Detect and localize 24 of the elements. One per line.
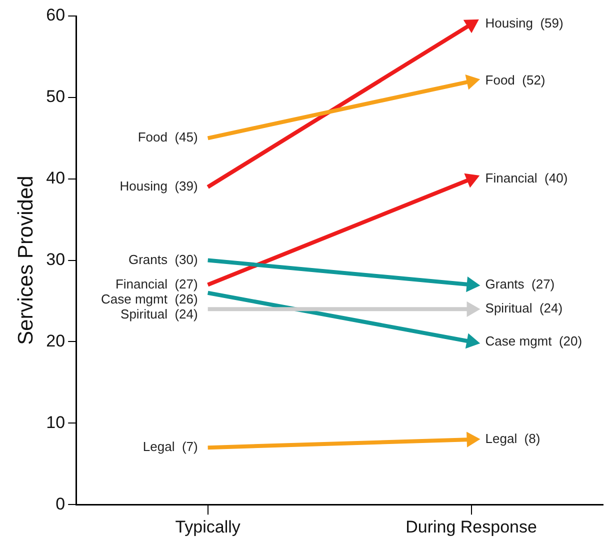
text: Financial (27) — [115, 276, 198, 292]
y-tick-label: 60 — [46, 6, 66, 25]
y-tick-label: 30 — [46, 250, 66, 269]
x-tick-label: During Response — [406, 517, 537, 536]
text: Legal (8) — [485, 431, 540, 446]
y-tick-label: 10 — [46, 412, 66, 432]
text: Food (52) — [485, 72, 546, 88]
text: Financial (40) — [485, 170, 568, 186]
x-tick-label: Typically — [175, 517, 241, 536]
y-tick-label: 0 — [56, 494, 66, 514]
y-tick-label: 50 — [46, 87, 66, 106]
text: Legal (7) — [142, 439, 198, 454]
text: Grants (27) — [485, 276, 555, 292]
y-axis-title: Services Provided — [14, 176, 38, 345]
text: Spiritual (24) — [485, 300, 563, 316]
text: Food (45) — [138, 130, 198, 145]
text: Spiritual (24) — [120, 306, 198, 322]
text: Case mgmt (20) — [485, 333, 582, 348]
text: Housing (39) — [120, 178, 198, 194]
y-tick-label: 20 — [46, 331, 66, 350]
text: Case mgmt (26) — [101, 291, 198, 306]
text: Housing (59) — [485, 16, 564, 31]
y-tick-label: 40 — [46, 168, 66, 188]
text: Grants (30) — [128, 252, 198, 267]
